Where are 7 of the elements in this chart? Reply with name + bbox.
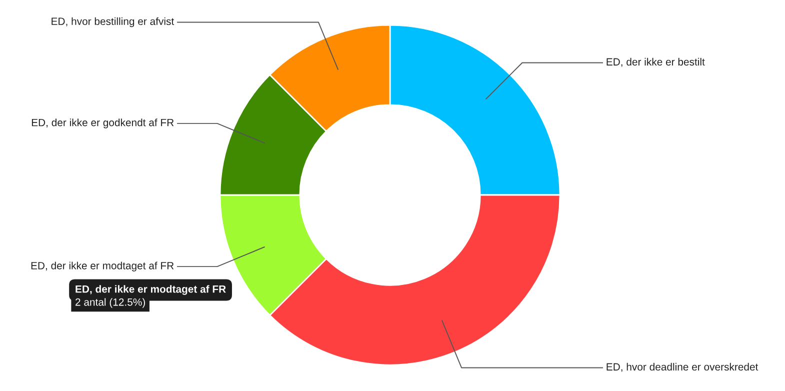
slice-label: ED, hvor deadline er overskredet	[606, 362, 758, 372]
slice-label: ED, der ikke er godkendt af FR	[32, 118, 174, 128]
text: ED, der ikke er modtaget af FR	[76, 285, 226, 295]
slice-label: ED, der ikke er bestilt	[606, 58, 705, 67]
slice-label: ED, hvor bestilling er afvist	[52, 17, 174, 28]
text: 2 antal (12.5%)	[76, 298, 145, 308]
slice-label: ED, der ikke er modtaget af FR	[31, 262, 174, 272]
